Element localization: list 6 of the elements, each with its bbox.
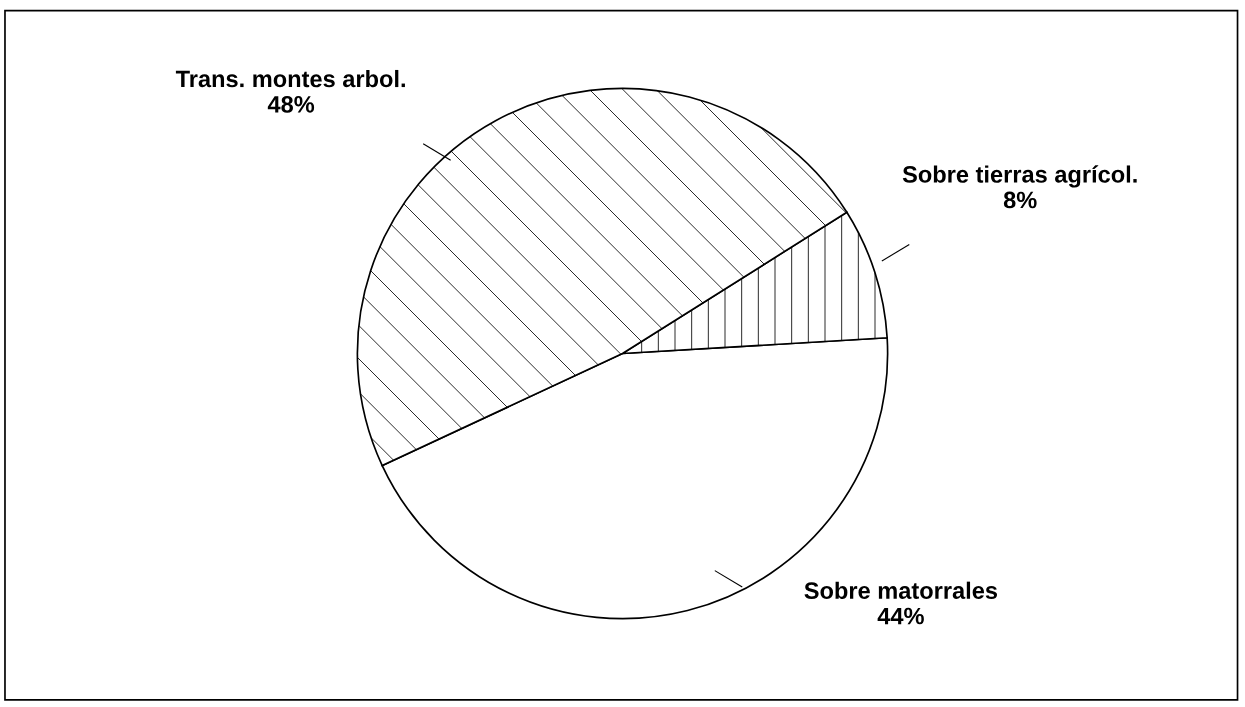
data-label: 8%	[1003, 191, 1037, 209]
data-label: 44%	[877, 607, 924, 625]
slice-label: Sobre tierras agrícol.	[902, 165, 1137, 188]
slice-label: Trans. montes arbol.	[175, 69, 405, 88]
slice-label: Sobre matorrales	[804, 581, 998, 599]
data-label: 48%	[267, 96, 315, 113]
